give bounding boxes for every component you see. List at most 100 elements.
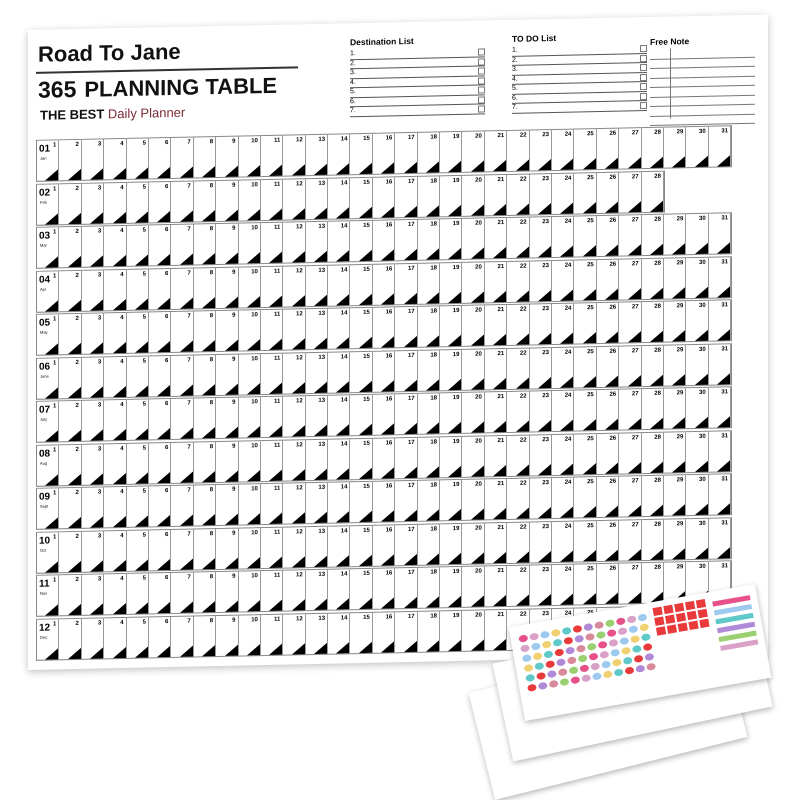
day-cell[interactable]: 28 (641, 301, 664, 343)
day-cell[interactable]: 23 (529, 391, 552, 432)
day-cell[interactable]: 25 (574, 303, 597, 344)
day-cell[interactable]: 29 (663, 388, 687, 429)
day-cell[interactable]: 3 (81, 443, 105, 485)
day-cell[interactable]: 30 (686, 300, 709, 342)
day-cell[interactable]: 17 (395, 132, 418, 174)
day-cell[interactable]: 13 (305, 134, 329, 176)
day-cell[interactable]: 27 (619, 389, 642, 430)
list-line[interactable] (650, 114, 755, 126)
day-cell[interactable]: 10 (238, 484, 261, 525)
day-cell[interactable]: 1 07 July (37, 401, 60, 442)
day-cell[interactable]: 21 (484, 522, 508, 563)
day-cell[interactable]: 25 (574, 216, 597, 257)
day-cell[interactable]: 5 (126, 181, 149, 223)
day-cell[interactable]: 6 (148, 137, 172, 179)
day-cell[interactable]: 20 (462, 261, 485, 303)
day-cell[interactable]: 21 (484, 261, 508, 302)
day-cell[interactable]: 16 (372, 263, 396, 305)
day-cell[interactable]: 8 (193, 485, 217, 526)
day-cell[interactable]: 21 (484, 217, 508, 259)
day-cell[interactable]: 14 (328, 395, 351, 436)
day-cell[interactable]: 21 (484, 565, 508, 607)
day-cell[interactable]: 17 (395, 263, 418, 304)
day-cell[interactable]: 25 (574, 129, 597, 170)
day-cell[interactable]: 3 (81, 182, 105, 224)
day-cell[interactable]: 19 (440, 305, 463, 347)
day-cell[interactable]: 16 (372, 481, 396, 522)
day-cell[interactable]: 11 (260, 396, 284, 438)
day-cell[interactable]: 14 (328, 482, 351, 523)
day-cell[interactable]: 7 (171, 355, 194, 396)
day-cell[interactable]: 13 (305, 526, 329, 567)
day-cell[interactable]: 22 (507, 260, 530, 302)
day-cell[interactable]: 5 (126, 486, 149, 527)
day-cell[interactable]: 10 (238, 614, 261, 656)
day-cell[interactable]: 4 (104, 443, 127, 484)
day-cell[interactable]: 13 (305, 395, 329, 437)
day-cell[interactable]: 23 (529, 434, 552, 475)
day-cell[interactable]: 14 (328, 177, 351, 219)
day-cell[interactable]: 14 (328, 351, 351, 393)
day-cell[interactable]: 11 (260, 266, 284, 307)
day-cell[interactable]: 7 (171, 442, 194, 483)
day-cell[interactable]: 14 (328, 221, 351, 262)
day-cell[interactable]: 26 (596, 520, 620, 561)
day-cell[interactable]: 11 (260, 222, 284, 264)
day-cell[interactable]: 24 (551, 347, 575, 388)
day-cell[interactable]: 11 (260, 614, 284, 655)
day-cell[interactable]: 27 (619, 345, 642, 387)
day-cell[interactable]: 26 (596, 433, 620, 474)
day-cell[interactable]: 20 (462, 348, 485, 390)
day-cell[interactable]: 23 (529, 478, 552, 519)
checkbox[interactable] (640, 64, 647, 72)
day-cell[interactable]: 15 (350, 177, 373, 218)
day-cell[interactable]: 2 (59, 444, 82, 485)
day-cell[interactable]: 4 (104, 312, 127, 354)
day-cell[interactable]: 15 (350, 525, 373, 566)
day-cell[interactable]: 26 (596, 563, 620, 605)
day-cell[interactable]: 22 (507, 434, 530, 476)
day-cell[interactable]: 8 (193, 572, 217, 613)
day-cell[interactable]: 23 (529, 521, 552, 562)
day-cell[interactable]: 20 (462, 609, 485, 651)
day-cell[interactable]: 30 (686, 344, 709, 385)
day-cell[interactable]: 9 (216, 615, 239, 656)
day-cell[interactable]: 1 03 Mar (37, 227, 60, 268)
day-cell[interactable]: 27 (619, 258, 642, 300)
day-cell[interactable]: 31 (708, 343, 732, 385)
day-cell[interactable]: 16 (372, 350, 396, 392)
day-cell[interactable]: 1 09 Sept (37, 488, 60, 529)
day-cell[interactable]: 3 (81, 574, 105, 615)
day-cell[interactable]: 14 (328, 612, 351, 654)
day-cell[interactable]: 2 (59, 400, 82, 442)
day-cell[interactable]: 27 (619, 171, 642, 213)
day-cell[interactable]: 12 (283, 309, 306, 350)
day-cell[interactable]: 12 (283, 526, 306, 568)
day-cell[interactable]: 6 (148, 529, 172, 570)
day-cell[interactable]: 12 (283, 396, 306, 437)
list-line[interactable]: 7. (350, 104, 485, 117)
day-cell[interactable]: 4 (104, 356, 127, 397)
checkbox[interactable] (478, 67, 485, 75)
day-cell[interactable]: 2 (59, 531, 82, 572)
checkbox[interactable] (640, 83, 647, 91)
day-cell[interactable]: 13 (305, 265, 329, 306)
day-cell[interactable]: 13 (305, 308, 329, 350)
day-cell[interactable]: 23 (529, 347, 552, 388)
day-cell[interactable]: 31 (708, 300, 732, 341)
day-cell[interactable]: 5 (126, 312, 149, 353)
day-cell[interactable]: 19 (440, 349, 463, 390)
day-cell[interactable]: 22 (507, 173, 530, 215)
day-cell[interactable]: 18 (417, 567, 441, 608)
day-cell[interactable]: 25 (574, 172, 597, 214)
day-cell[interactable]: 25 (574, 477, 597, 518)
day-cell[interactable]: 25 (574, 259, 597, 301)
day-cell[interactable]: 25 (574, 520, 597, 562)
day-cell[interactable]: 27 (619, 563, 642, 604)
day-cell[interactable]: 19 (440, 175, 463, 216)
day-cell[interactable]: 9 (216, 223, 239, 265)
day-cell[interactable]: 14 (328, 308, 351, 349)
day-cell[interactable]: 29 (663, 475, 687, 516)
day-cell[interactable]: 3 (81, 269, 105, 311)
day-cell[interactable]: 19 (440, 566, 463, 608)
